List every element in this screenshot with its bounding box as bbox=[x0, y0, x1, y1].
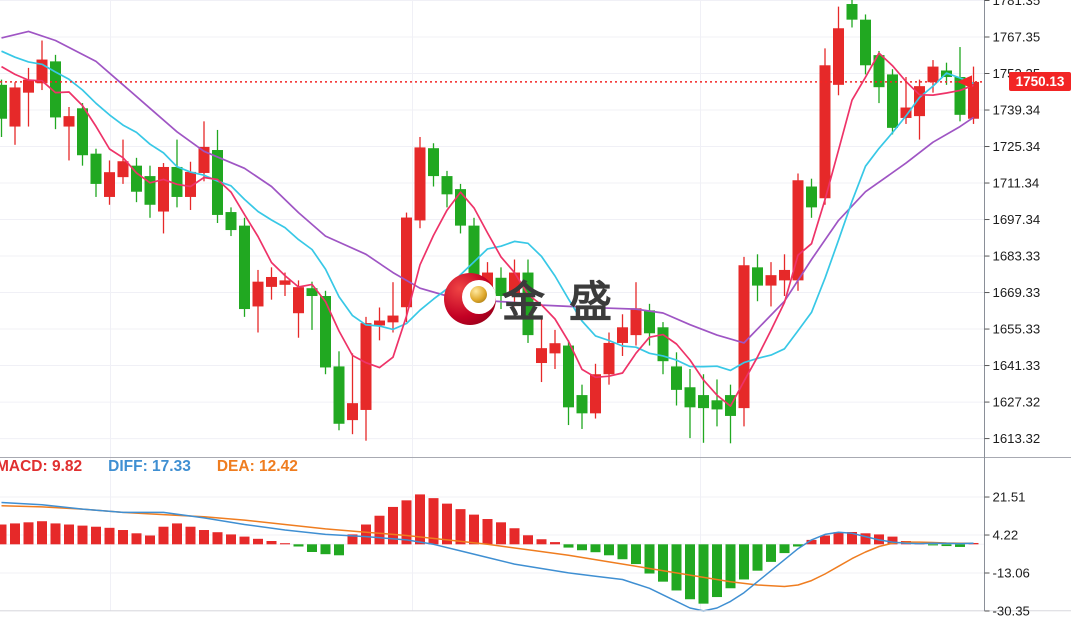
current-price-line-layer bbox=[0, 75, 984, 89]
watermark: 金 盛 bbox=[444, 268, 618, 330]
watermark-text: 金 盛 bbox=[502, 279, 618, 327]
diff-value-label: DIFF: 17.33 bbox=[108, 458, 191, 475]
svg-text:1711.34: 1711.34 bbox=[993, 176, 1040, 191]
svg-text:-30.35: -30.35 bbox=[993, 604, 1030, 617]
macd-indicator-labels: MACD: 9.82 DIFF: 17.33 DEA: 12.42 bbox=[0, 458, 298, 476]
svg-text:1697.34: 1697.34 bbox=[993, 212, 1041, 227]
svg-text:1627.32: 1627.32 bbox=[993, 395, 1041, 410]
last-price-tag: 1750.13 bbox=[1009, 72, 1071, 91]
macd-value-label: MACD: 9.82 bbox=[0, 458, 83, 475]
svg-text:1613.32: 1613.32 bbox=[993, 431, 1041, 446]
svg-text:1683.33: 1683.33 bbox=[993, 249, 1041, 264]
svg-text:-13.06: -13.06 bbox=[993, 566, 1030, 581]
svg-text:21.51: 21.51 bbox=[993, 490, 1026, 505]
dea-value-label: DEA: 12.42 bbox=[216, 458, 298, 475]
svg-text:1767.35: 1767.35 bbox=[993, 30, 1041, 45]
brand-logo-icon bbox=[444, 273, 496, 325]
svg-text:1739.34: 1739.34 bbox=[993, 103, 1041, 118]
svg-text:1725.34: 1725.34 bbox=[993, 139, 1041, 154]
svg-text:1781.35: 1781.35 bbox=[993, 0, 1041, 8]
candles-layer bbox=[0, 0, 979, 444]
svg-text:4.22: 4.22 bbox=[993, 528, 1019, 543]
svg-text:1655.33: 1655.33 bbox=[993, 322, 1041, 337]
svg-text:1641.33: 1641.33 bbox=[993, 358, 1041, 373]
macd-panel-layer bbox=[0, 494, 979, 612]
svg-text:1669.33: 1669.33 bbox=[993, 285, 1041, 300]
